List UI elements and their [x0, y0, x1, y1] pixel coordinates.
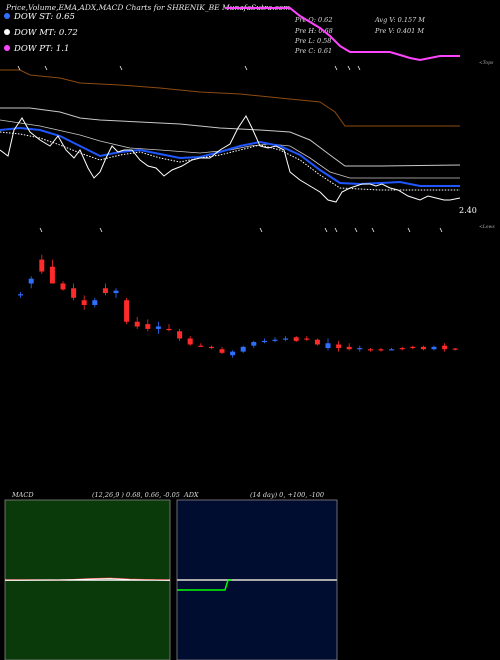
- candle-body: [283, 338, 289, 340]
- candle-body: [187, 338, 193, 345]
- adx-plus-di-line: [177, 579, 232, 591]
- candle-body: [81, 300, 87, 305]
- price-level-label: 2.40: [459, 206, 477, 215]
- candle-body: [71, 288, 77, 298]
- candle-body: [410, 346, 416, 349]
- candle-body: [177, 331, 183, 339]
- candle-body: [431, 346, 437, 350]
- candle-body: [124, 300, 130, 322]
- tick-mark: [407, 227, 411, 233]
- tick-mark: [324, 227, 328, 233]
- candle-body: [240, 346, 246, 352]
- candle-body: [166, 328, 172, 331]
- candlestick-series: [18, 254, 458, 358]
- candle-body: [314, 339, 320, 345]
- candle-body: [208, 346, 214, 349]
- tops-label: <Tops: [479, 61, 494, 66]
- adx-params: (14 day) 0, +100, -100: [250, 491, 325, 499]
- price-white-line: [0, 115, 461, 203]
- tick-mark: [371, 227, 375, 233]
- candle-body: [219, 349, 225, 353]
- ohlc-low: Pre L: 0.58: [295, 37, 332, 45]
- ema-blue-line: [0, 126, 460, 187]
- candle-body: [102, 288, 108, 294]
- candle-body: [251, 342, 257, 346]
- legend-dow-mt-label: DOW MT: 0.72: [14, 28, 78, 38]
- candle-body: [304, 338, 310, 340]
- candle-body: [367, 349, 373, 351]
- brown-band-line: [0, 69, 460, 127]
- candle-body: [49, 266, 55, 284]
- legend-dow-pt-label: DOW PT: 1.1: [14, 44, 70, 54]
- legend-dow-st: DOW ST: 0.65: [4, 12, 75, 22]
- candle-body: [389, 349, 395, 351]
- candle-body: [28, 278, 34, 284]
- gray-band-lower: [0, 119, 460, 179]
- tick-mark: [439, 227, 443, 233]
- tick-mark: [17, 65, 21, 71]
- candle-body: [134, 321, 140, 327]
- tick-mark: [44, 65, 48, 71]
- ohlc-open: Pre O: 0.62: [295, 16, 333, 24]
- candle-body: [293, 337, 299, 341]
- legend-dow-st-label: DOW ST: 0.65: [14, 12, 75, 22]
- candle-body: [92, 300, 98, 305]
- candle-body: [336, 344, 342, 349]
- candle-body: [399, 348, 405, 350]
- candle-body: [60, 283, 66, 290]
- tick-mark: [99, 227, 103, 233]
- tick-mark: [354, 227, 358, 233]
- ohlc-close: Pre C: 0.61: [295, 47, 333, 55]
- macd-params: (12,26,9 ) 0.68, 0.66, -0.05: [92, 491, 180, 499]
- candle-body: [39, 259, 45, 272]
- tick-mark: [357, 65, 361, 71]
- adx-title: ADX: [184, 491, 199, 499]
- chart-title: Price,Volume,EMA,ADX,MACD Charts for SHR…: [6, 3, 291, 12]
- candle-body: [346, 346, 352, 350]
- legend-dow-mt: DOW MT: 0.72: [4, 28, 78, 38]
- candle-body: [145, 324, 151, 329]
- candle-body: [155, 326, 161, 329]
- candle-body: [325, 343, 331, 349]
- ohlc-high: Pre H: 0.68: [295, 27, 333, 35]
- tick-mark: [334, 227, 338, 233]
- tick-mark: [119, 65, 123, 71]
- macd-title: MACD: [12, 491, 34, 499]
- avg-volume: Avg V: 0.157 M: [375, 16, 425, 24]
- candle-body: [442, 345, 448, 350]
- tick-mark: [334, 65, 338, 71]
- tick-mark: [244, 65, 248, 71]
- tick-mark: [347, 65, 351, 71]
- candle-body: [230, 351, 236, 356]
- tick-mark: [39, 227, 43, 233]
- candle-body: [198, 345, 204, 347]
- legend-swatch-blue: [4, 13, 10, 19]
- upper-tick-marks: [17, 65, 443, 233]
- legend-dow-pt: DOW PT: 1.1: [4, 44, 69, 54]
- lows-label: <Lows: [479, 225, 495, 230]
- candle-body: [272, 339, 278, 341]
- candle-body: [357, 348, 363, 350]
- candle-body: [378, 349, 384, 351]
- pre-volume: Pre V: 0.401 M: [375, 27, 425, 35]
- dow-pt-line: [225, 7, 460, 62]
- candle-body: [420, 346, 426, 350]
- candle-body: [261, 340, 267, 343]
- candle-body: [452, 348, 458, 350]
- candle-body: [18, 294, 24, 296]
- legend-swatch-magenta: [4, 45, 10, 51]
- gray-band-line: [0, 107, 461, 167]
- macd-line: [4, 578, 171, 581]
- candle-body: [113, 290, 119, 294]
- legend-swatch-white: [4, 29, 10, 35]
- tick-mark: [259, 227, 263, 233]
